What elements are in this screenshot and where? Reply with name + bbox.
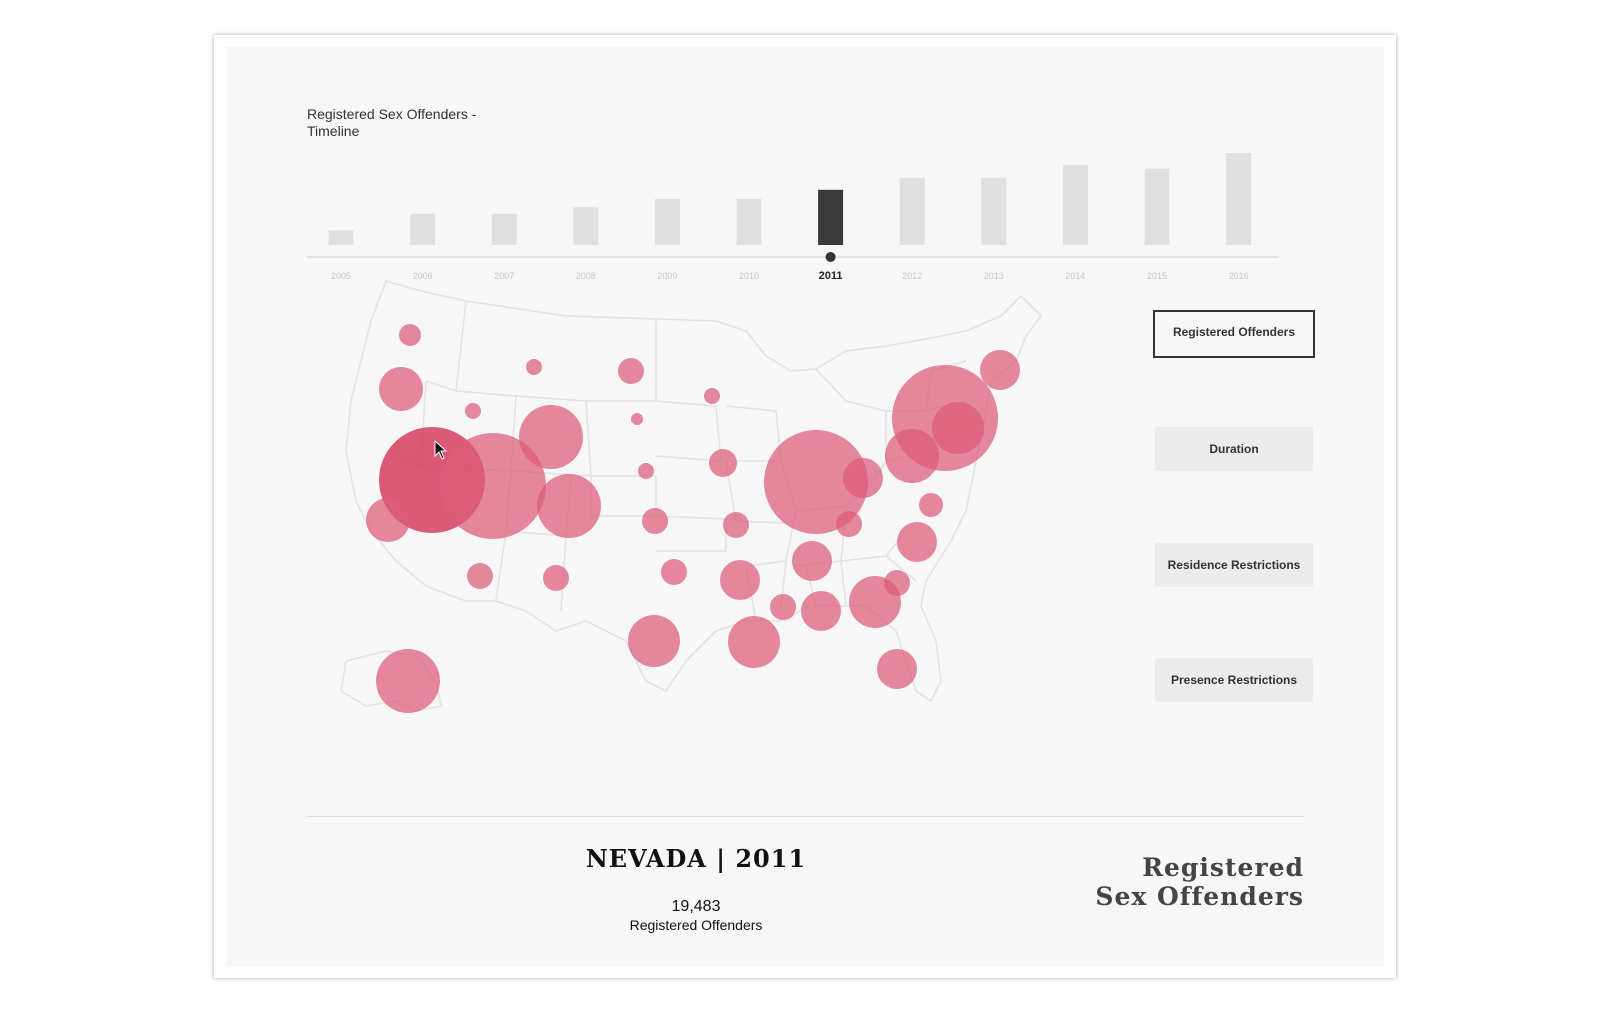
selected-state-title: NEVADA | 2011 (585, 844, 807, 873)
state-bubbles[interactable] (366, 324, 1020, 713)
state-bubble[interactable] (843, 458, 883, 498)
state-bubble[interactable] (932, 402, 984, 454)
timeline-bar-2007[interactable] (491, 213, 517, 245)
brand-title: Registered Sex Offenders (1046, 853, 1304, 911)
state-bubble[interactable] (792, 541, 832, 581)
timeline-title: Registered Sex Offenders - Timeline (307, 106, 476, 140)
state-bubble[interactable] (366, 498, 410, 542)
timeline-bar-2015[interactable] (1144, 168, 1170, 245)
mouse-pointer-icon (434, 440, 448, 460)
offender-count: 19,483 (671, 898, 721, 915)
visualization-panel: Registered Sex Offenders - Timeline 2005… (226, 47, 1384, 966)
state-bubble[interactable] (628, 615, 680, 667)
timeline-year-label[interactable]: 2009 (657, 271, 677, 281)
state-bubble[interactable] (526, 359, 542, 375)
timeline-bar-2005[interactable] (328, 230, 354, 245)
state-bubble[interactable] (709, 449, 737, 477)
state-bubble[interactable] (465, 403, 481, 419)
state-bubble[interactable] (519, 405, 583, 469)
timeline-year-label[interactable]: 2012 (902, 271, 922, 281)
state-bubble[interactable] (728, 616, 780, 668)
timeline-bar-2008[interactable] (573, 207, 599, 245)
state-bubble[interactable] (642, 508, 668, 534)
app-window: Registered Sex Offenders - Timeline 2005… (214, 35, 1396, 978)
timeline-year-label[interactable]: 2016 (1229, 271, 1249, 281)
timeline-bar-2010[interactable] (736, 199, 762, 245)
divider (307, 816, 1304, 817)
timeline-title-line2: Timeline (307, 123, 360, 139)
metric-button-registered-offenders[interactable]: Registered Offenders (1153, 310, 1315, 358)
state-bubble[interactable] (440, 433, 546, 539)
timeline-year-label[interactable]: 2007 (494, 271, 514, 281)
metric-button-residence-restrictions[interactable]: Residence Restrictions (1155, 543, 1313, 587)
timeline-year-label[interactable]: 2010 (739, 271, 759, 281)
timeline-chart[interactable]: 2005 2006 2007 2008 2009 2010 2011 2012 2013 2014… (307, 107, 1307, 287)
state-bubble[interactable] (543, 565, 569, 591)
state-bubble[interactable] (980, 350, 1020, 390)
metric-button-presence-restrictions[interactable]: Presence Restrictions (1155, 658, 1313, 702)
state-bubble[interactable] (631, 413, 643, 425)
state-bubble[interactable] (723, 512, 749, 538)
state-bubble[interactable] (764, 430, 868, 534)
state-bubble[interactable] (801, 591, 841, 631)
state-bubble[interactable] (770, 594, 796, 620)
state-bubble[interactable] (467, 563, 493, 589)
timeline-selected-marker (825, 252, 836, 262)
timeline-year-label[interactable]: 2006 (413, 271, 433, 281)
timeline-bar-2016[interactable] (1226, 153, 1252, 245)
us-map[interactable] (326, 261, 1046, 721)
timeline-bar-2012[interactable] (899, 177, 925, 245)
timeline-year-label[interactable]: 2015 (1147, 271, 1167, 281)
timeline-bar-2011[interactable] (818, 189, 844, 245)
timeline-bar-2006[interactable] (410, 213, 436, 245)
state-bubble[interactable] (537, 474, 601, 538)
state-bubble[interactable] (399, 324, 421, 346)
state-bubble[interactable] (897, 522, 937, 562)
brand-title-line1: Registered (1142, 853, 1304, 882)
metric-button-duration[interactable]: Duration (1155, 427, 1313, 471)
offender-count-label: Registered Offenders (629, 917, 763, 933)
state-bubble[interactable] (919, 493, 943, 517)
timeline-year-label[interactable]: 2008 (576, 271, 596, 281)
state-bubble[interactable] (704, 388, 720, 404)
state-bubble[interactable] (618, 358, 644, 384)
timeline-bar-2014[interactable] (1062, 164, 1088, 245)
state-bubble[interactable] (836, 511, 862, 537)
state-bubble[interactable] (379, 367, 423, 411)
timeline-year-label[interactable]: 2011 (819, 270, 843, 282)
timeline-year-label[interactable]: 2005 (331, 271, 351, 281)
state-bubble[interactable] (661, 559, 687, 585)
state-bubble[interactable] (720, 560, 760, 600)
state-bubble[interactable] (376, 649, 440, 713)
timeline-title-line1: Registered Sex Offenders - (307, 106, 477, 122)
state-bubble[interactable] (884, 570, 910, 596)
timeline-bar-2013[interactable] (981, 177, 1007, 245)
timeline-year-label[interactable]: 2013 (984, 271, 1004, 281)
timeline-bar-2009[interactable] (654, 199, 680, 245)
timeline-year-label[interactable]: 2014 (1065, 271, 1085, 281)
brand-title-line2: Sex Offenders (1095, 882, 1304, 911)
state-bubble[interactable] (638, 463, 654, 479)
state-bubble[interactable] (877, 649, 917, 689)
